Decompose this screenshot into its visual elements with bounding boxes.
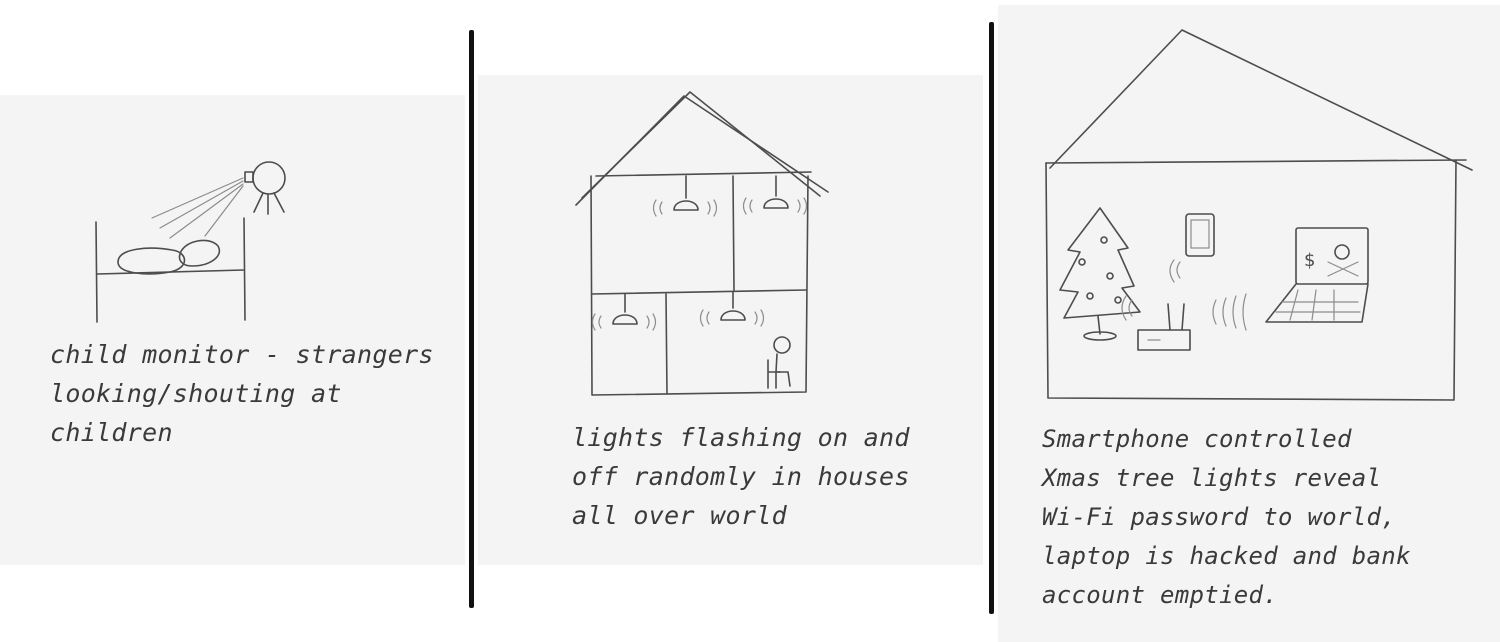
wifi-signal-waves [1212, 293, 1247, 331]
panel-3-paper [998, 5, 1500, 642]
smartphone-icon [1169, 213, 1215, 283]
hacked-laptop-icon: $ [1265, 227, 1369, 323]
child-bed-icon [95, 217, 246, 323]
ceiling-light-icon [699, 291, 765, 327]
ceiling-light-icon [652, 175, 718, 217]
house-outline [1045, 159, 1457, 401]
caption-line: laptop is hacked and bank [1042, 542, 1411, 570]
caption-line: all over world [572, 501, 787, 530]
caption-line: children [50, 418, 173, 447]
panel-2-caption: lights flashing on and off randomly in h… [572, 418, 972, 535]
christmas-tree-icon [1059, 207, 1141, 341]
panel-3-caption: Smartphone controlled Xmas tree lights r… [1042, 420, 1492, 615]
caption-line: Smartphone controlled [1042, 425, 1352, 453]
house-roof [575, 91, 829, 206]
caption-line: Wi-Fi password to world, [1042, 503, 1396, 531]
camera-view-beam-lines [151, 177, 244, 239]
caption-line: account emptied. [1042, 581, 1278, 609]
caption-line: child monitor - strangers [50, 340, 434, 369]
panel-1-caption: child monitor - strangers looking/shouti… [50, 335, 450, 452]
panel-divider-right [989, 22, 994, 614]
house-outline [590, 175, 809, 396]
child-monitor-camera-icon [244, 161, 286, 215]
caption-line: looking/shouting at [50, 379, 342, 408]
sleeping-child-icon [117, 239, 221, 275]
panel-1-paper [0, 95, 465, 565]
caption-line: off randomly in houses [572, 462, 910, 491]
ceiling-light-icon [591, 293, 657, 331]
caption-line: lights flashing on and [572, 423, 910, 452]
seated-person-icon [767, 336, 791, 389]
wifi-router-icon [1121, 295, 1191, 351]
svg-text:$: $ [1304, 250, 1315, 271]
ceiling-light-icon [742, 175, 808, 215]
panel-divider-left [469, 30, 474, 608]
caption-line: Xmas tree lights reveal [1042, 464, 1382, 492]
house-roof [1045, 29, 1473, 171]
